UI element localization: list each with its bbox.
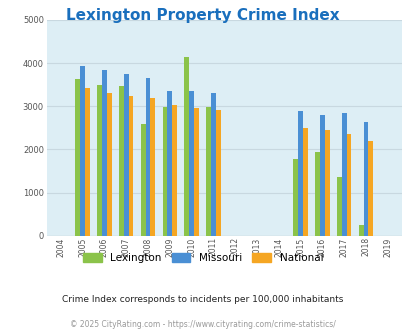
Bar — [367, 141, 372, 236]
Bar — [128, 96, 133, 236]
Bar — [102, 70, 107, 236]
Bar — [107, 93, 111, 236]
Bar — [297, 112, 302, 236]
Legend: Lexington, Missouri, National: Lexington, Missouri, National — [79, 248, 326, 267]
Bar — [324, 130, 329, 236]
Bar — [194, 108, 198, 236]
Bar — [302, 128, 307, 236]
Bar — [346, 134, 350, 236]
Bar — [80, 66, 85, 236]
Bar — [119, 86, 124, 236]
Bar — [341, 113, 346, 236]
Bar — [172, 105, 177, 236]
Bar — [206, 107, 211, 236]
Bar — [314, 152, 319, 236]
Text: © 2025 CityRating.com - https://www.cityrating.com/crime-statistics/: © 2025 CityRating.com - https://www.city… — [70, 320, 335, 329]
Bar — [363, 122, 367, 236]
Bar — [293, 159, 297, 236]
Bar — [211, 93, 215, 236]
Text: Lexington Property Crime Index: Lexington Property Crime Index — [66, 8, 339, 23]
Bar — [358, 225, 363, 236]
Bar — [336, 177, 341, 236]
Bar — [124, 74, 128, 236]
Bar — [189, 91, 194, 236]
Bar — [145, 78, 150, 236]
Bar — [150, 98, 155, 236]
Bar — [141, 123, 145, 236]
Text: Crime Index corresponds to incidents per 100,000 inhabitants: Crime Index corresponds to incidents per… — [62, 295, 343, 304]
Bar — [75, 80, 80, 236]
Bar — [319, 115, 324, 236]
Bar — [215, 110, 220, 236]
Bar — [167, 91, 172, 236]
Bar — [184, 57, 189, 236]
Bar — [97, 85, 102, 236]
Bar — [162, 107, 167, 236]
Bar — [85, 88, 90, 236]
